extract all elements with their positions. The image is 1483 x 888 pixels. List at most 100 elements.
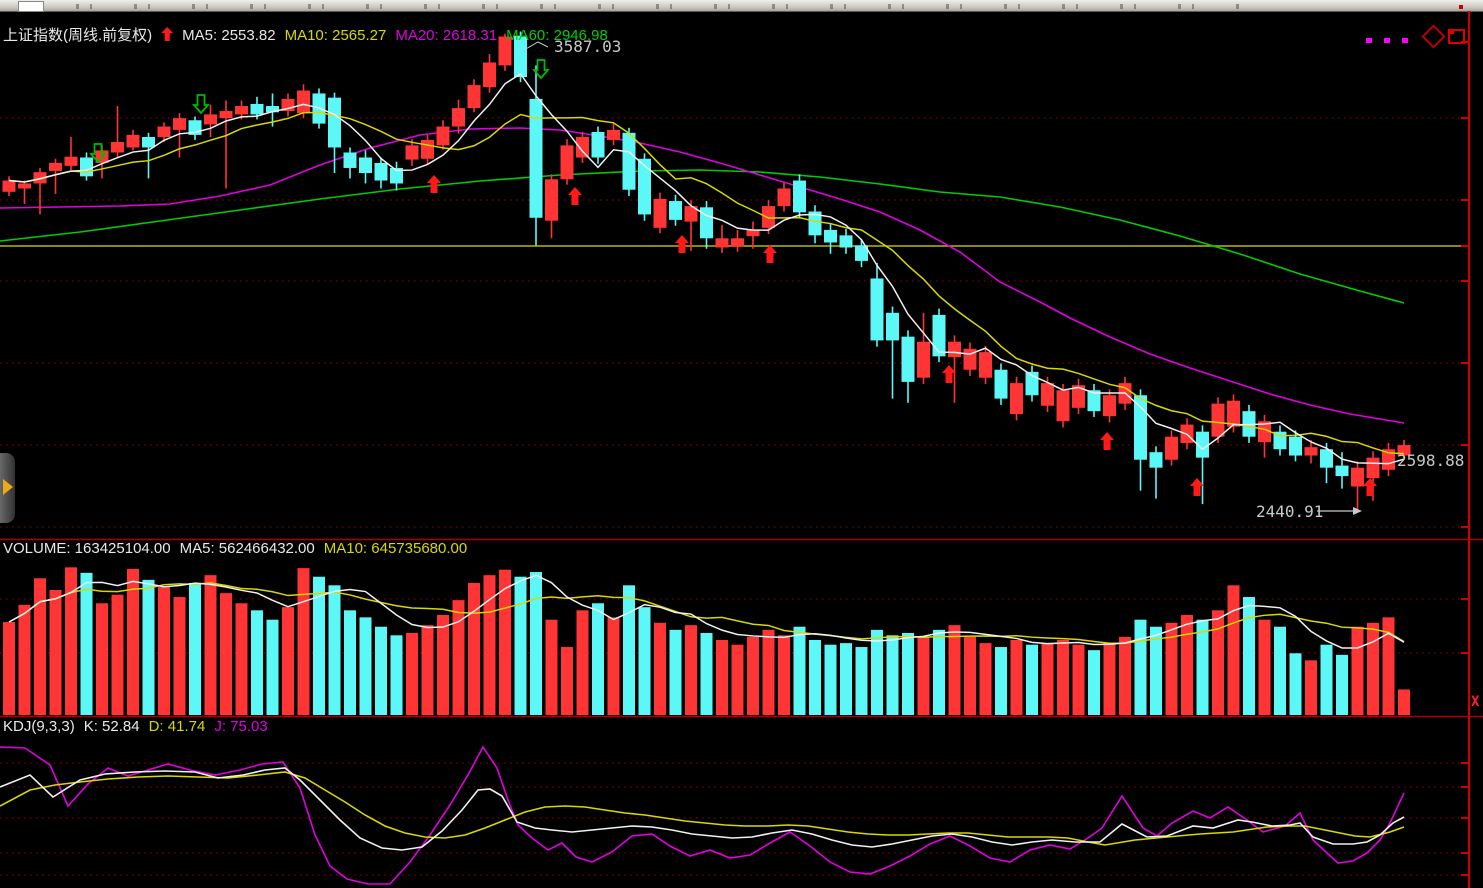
- candle-body: [1196, 431, 1209, 458]
- close-indicator-button[interactable]: X: [1471, 694, 1480, 710]
- volume-bar: [142, 579, 155, 715]
- volume-bar: [1274, 626, 1286, 715]
- toolbar-button[interactable]: [18, 1, 44, 12]
- candle-body: [405, 145, 419, 160]
- volume-bar: [886, 635, 899, 715]
- volume-bar: [514, 576, 527, 715]
- volume-bar: [468, 582, 480, 715]
- more-options-dot-icon[interactable]: [1384, 38, 1390, 43]
- candle-body: [390, 167, 403, 184]
- volume-bar: [1150, 626, 1162, 715]
- volume-bar: [1243, 597, 1255, 715]
- sell-signal-arrow-icon: [532, 59, 550, 80]
- candle-body: [1335, 465, 1349, 477]
- volume-bar: [840, 643, 852, 715]
- candle-body: [1056, 390, 1070, 422]
- candle-body: [684, 206, 698, 222]
- candle-body: [1165, 436, 1178, 460]
- volume-bar: [1212, 610, 1224, 715]
- buy-signal-arrow-icon: [763, 245, 777, 263]
- candle-body: [870, 278, 884, 341]
- volume-bar: [1289, 653, 1302, 715]
- buy-signal-arrow-icon: [675, 235, 689, 253]
- volume-bar: [127, 568, 139, 715]
- kdj-k-line: [0, 767, 1405, 851]
- candle-body: [1149, 452, 1163, 468]
- volume-bar: [1367, 622, 1379, 715]
- volume-bar: [964, 636, 976, 715]
- more-options-dot-icon[interactable]: [1366, 38, 1372, 43]
- more-options-dot-icon[interactable]: [1402, 38, 1408, 43]
- volume-bar: [778, 635, 790, 715]
- candle-body: [746, 229, 760, 237]
- volume-bar: [685, 625, 697, 715]
- candle-body: [1072, 385, 1085, 408]
- volume-bar: [313, 576, 325, 715]
- candle-body: [498, 36, 512, 66]
- volume-bar: [979, 643, 992, 715]
- candle-body: [653, 198, 667, 228]
- volume-bar: [1072, 644, 1085, 715]
- volume-bar: [220, 593, 232, 715]
- volume-bar: [1258, 619, 1271, 715]
- candle-body: [2, 180, 16, 192]
- candle-body: [529, 98, 543, 218]
- volume-bar: [204, 575, 217, 715]
- volume-bar: [1320, 644, 1333, 715]
- candle-body: [1010, 383, 1023, 415]
- candle-body: [219, 111, 233, 119]
- volume-bars: [3, 567, 1410, 715]
- buy-signal-arrow-icon: [1190, 478, 1204, 496]
- volume-ma10-value: MA10: 645735680.00: [323, 540, 468, 557]
- sidebar-expand-tab[interactable]: [0, 453, 15, 523]
- volume-bar: [158, 586, 170, 715]
- volume-bar: [1382, 617, 1395, 715]
- candle-body: [126, 134, 140, 148]
- volume-bar: [855, 647, 868, 715]
- volume-bar: [49, 590, 62, 715]
- candle-body: [576, 136, 589, 158]
- kdj-j-value: J: 75.03: [214, 718, 268, 735]
- volume-bar: [3, 622, 15, 715]
- volume-bar: [762, 629, 775, 715]
- candle-body: [607, 129, 620, 140]
- kdj-d-line: [0, 771, 1405, 846]
- candle-body: [328, 97, 341, 148]
- annotation-arrowhead: [1353, 507, 1362, 515]
- buy-signal-arrow-icon: [1363, 478, 1377, 496]
- kdj-legend: KDJ(9,3,3) K: 52.84 D: 41.74 J: 75.03: [3, 718, 277, 736]
- volume-bar: [437, 615, 449, 715]
- volume-bar: [638, 607, 651, 715]
- ma5-value: MA5: 2553.82: [182, 27, 276, 44]
- candle-body: [793, 180, 806, 213]
- volume-bar: [1010, 640, 1023, 715]
- candle-body: [483, 62, 496, 88]
- ma20-line: [0, 127, 1405, 424]
- split-window-icon[interactable]: [1448, 29, 1465, 44]
- candle-body: [932, 314, 946, 357]
- candle-body: [1041, 383, 1054, 406]
- candle-body: [855, 245, 868, 261]
- volume-bar: [235, 603, 248, 715]
- toolbar-menu-items-clipped[interactable]: [60, 4, 1243, 9]
- candle-body: [250, 103, 264, 115]
- candle-body: [886, 312, 899, 341]
- volume-bar: [1227, 585, 1240, 715]
- volume-bar: [700, 632, 713, 715]
- candle-body: [591, 131, 605, 158]
- volume-bar: [1088, 650, 1100, 715]
- top-toolbar-clipped[interactable]: [0, 0, 1483, 12]
- candle-body: [731, 238, 744, 247]
- volume-bar: [80, 572, 93, 715]
- toolbar-red-indicator: [1459, 5, 1463, 9]
- buy-signal-arrow-icon: [942, 365, 956, 383]
- candle-body: [762, 206, 775, 228]
- ma60-line: [0, 169, 1405, 304]
- volume-bar: [390, 635, 403, 715]
- candle-body: [467, 85, 481, 109]
- ma10-line: [8, 111, 1405, 455]
- volume-bar: [607, 617, 620, 715]
- volume-ma10-line: [8, 582, 1405, 645]
- kdj-k-value: K: 52.84: [83, 718, 140, 735]
